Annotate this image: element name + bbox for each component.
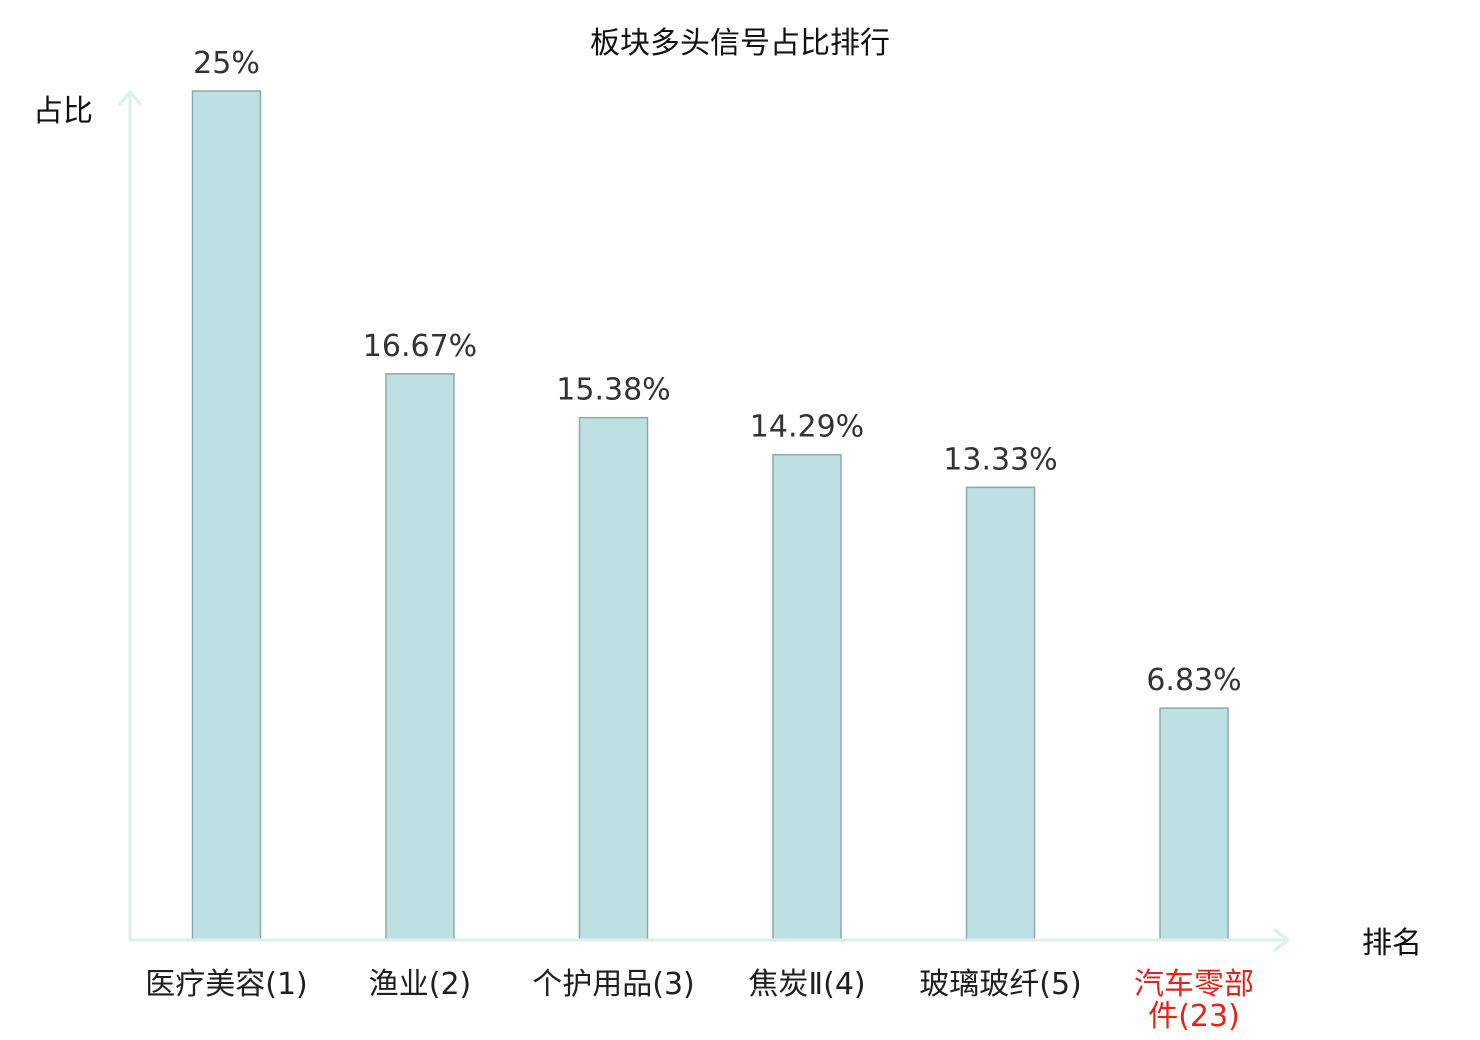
category-label-5: 玻璃玻纤(5) [919, 967, 1082, 1002]
y-axis-title: 占比 [33, 94, 93, 129]
bar-6 [1159, 707, 1229, 941]
bar-3 [578, 416, 649, 941]
category-label-2: 渔业(2) [369, 967, 472, 1002]
value-labels: 25% 16.67% 15.38% 14.29% 13.33% 6.83% [193, 46, 1242, 698]
bar-4 [772, 453, 842, 941]
bar-1 [191, 90, 262, 941]
value-label-4: 14.29% [750, 410, 864, 445]
bar-2 [385, 373, 455, 941]
bars [191, 90, 1229, 941]
category-label-3: 个护用品(3) [532, 967, 695, 1002]
value-label-2: 16.67% [363, 329, 477, 364]
bar-5 [965, 486, 1036, 941]
category-label-4: 焦炭Ⅱ(4) [748, 967, 865, 1002]
y-axis-arrow [118, 90, 142, 106]
value-label-3: 15.38% [556, 373, 670, 408]
x-axis-title: 排名 [1362, 926, 1422, 961]
x-axis-arrow [1273, 928, 1290, 952]
category-label-6: 汽车零部件(23) [1134, 967, 1254, 1034]
category-labels: 医疗美容(1) 渔业(2) 个护用品(3) 焦炭Ⅱ(4) 玻璃玻纤(5) 汽车零部件(23… [145, 967, 1254, 1034]
category-label-1: 医疗美容(1) [145, 967, 308, 1002]
value-label-1: 25% [193, 46, 260, 81]
value-label-6: 6.83% [1146, 663, 1241, 698]
axes [118, 90, 1290, 952]
chart-title: 板块多头信号占比排行 [590, 26, 890, 61]
value-label-5: 13.33% [943, 442, 1057, 477]
